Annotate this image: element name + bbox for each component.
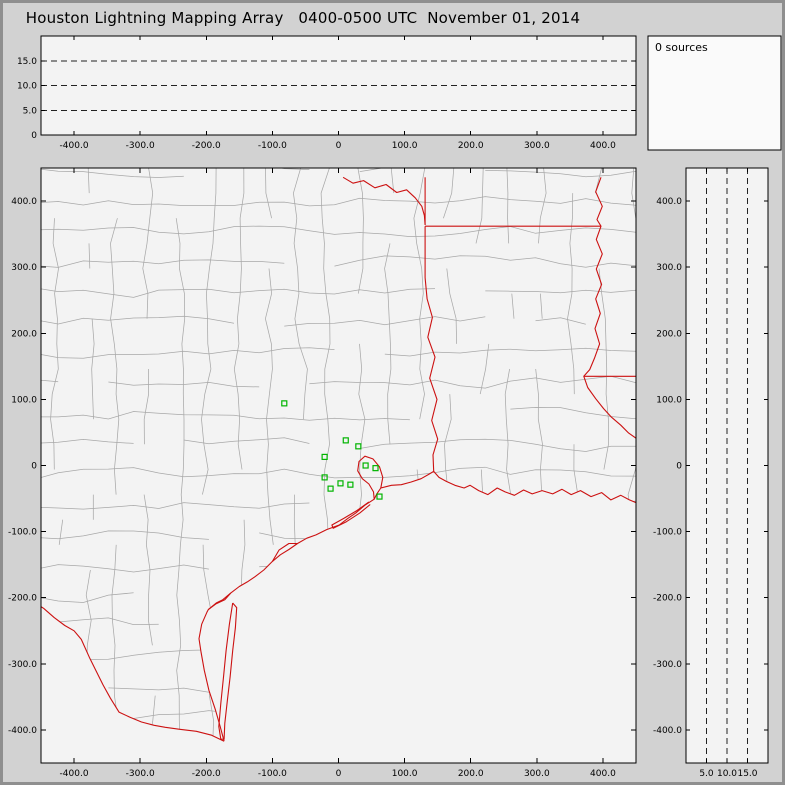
lma-station-marker xyxy=(321,453,328,461)
map-y-tick-label: 300.0 xyxy=(11,263,37,273)
ew-axis-tick-label: -200.0 xyxy=(192,141,221,151)
map-y-tick-label: 400.0 xyxy=(11,197,37,207)
map-y-tick-label: -400.0 xyxy=(8,726,37,736)
ns-axis-tick-label: -100.0 xyxy=(653,528,682,538)
lma-plot-canvas: -400.0 -300.0 -200.0 -100.0 0 100.0 200.0 300.0… xyxy=(8,35,782,779)
county-line xyxy=(41,255,636,268)
lma-stations-layer xyxy=(281,400,383,500)
ew-axis-tick-label: 0 xyxy=(336,141,342,151)
tx-la-border xyxy=(424,226,439,472)
plan-view-panel xyxy=(41,168,636,763)
altitude-axis-tick-label: 15.0 xyxy=(737,769,757,779)
map-y-tick-label: 100.0 xyxy=(11,395,37,405)
county-line xyxy=(85,168,95,742)
county-line xyxy=(41,347,636,359)
matagorda-bay xyxy=(271,542,298,562)
altitude-axis-tick-label: 5.0 xyxy=(699,769,714,779)
ew-axis-tick-label: 100.0 xyxy=(392,141,418,151)
ns-axis-tick-label: 0 xyxy=(676,462,682,472)
ew-axis-tick-label: -400.0 xyxy=(60,141,89,151)
galveston-island xyxy=(331,501,371,529)
county-line xyxy=(41,287,636,298)
map-y-tick-label: -300.0 xyxy=(8,660,37,670)
red-river xyxy=(342,176,426,225)
map-y-tick-label: -200.0 xyxy=(8,594,37,604)
corpus-christi-bay xyxy=(207,592,232,611)
map-x-tick-label: 200.0 xyxy=(458,769,484,779)
ns-axis-tick-label: -300.0 xyxy=(653,660,682,670)
county-line xyxy=(41,437,636,452)
county-line xyxy=(41,466,636,481)
map-x-tick-label: -400.0 xyxy=(60,769,89,779)
ew-axis-tick-label: 200.0 xyxy=(458,141,484,151)
lma-station-marker xyxy=(281,400,288,407)
county-line xyxy=(41,407,636,421)
map-x-tick-label: -300.0 xyxy=(126,769,155,779)
map-x-tick-label: 400.0 xyxy=(590,769,616,779)
sources-count-label: 0 sources xyxy=(655,41,708,54)
lma-station-marker xyxy=(362,462,369,469)
map-y-tick-label: 200.0 xyxy=(11,329,37,339)
county-line xyxy=(41,225,636,237)
altitude-axis-tick-label: 10.0 xyxy=(717,769,737,779)
lma-station-marker xyxy=(347,481,354,488)
figure-title: Houston Lightning Mapping Array 0400-050… xyxy=(25,9,581,27)
county-line xyxy=(41,168,636,178)
altitude-axis-tick-label: 10.0 xyxy=(17,82,37,92)
lma-station-marker xyxy=(372,465,379,472)
sources-panel xyxy=(647,35,782,151)
map-x-tick-label: 100.0 xyxy=(392,769,418,779)
lma-station-marker xyxy=(337,480,344,487)
county-line xyxy=(41,196,636,207)
mississippi-river xyxy=(583,177,636,439)
lma-station-marker xyxy=(321,474,328,481)
ns-axis-tick-label: 400.0 xyxy=(656,197,682,207)
map-x-tick-label: 300.0 xyxy=(524,769,550,779)
ns-axis-tick-label: 200.0 xyxy=(656,329,682,339)
ns-axis-tick-label: 100.0 xyxy=(656,395,682,405)
map-y-tick-label: -100.0 xyxy=(8,528,37,538)
ns-axis-tick-label: -400.0 xyxy=(653,726,682,736)
map-x-tick-label: -200.0 xyxy=(192,769,221,779)
ns-axis-tick-label: 300.0 xyxy=(656,263,682,273)
state-borders-layer xyxy=(41,176,636,742)
altitude-axis-tick-label: 0 xyxy=(31,131,37,141)
altitude-axis-tick-label: 15.0 xyxy=(17,57,37,67)
lma-station-marker xyxy=(355,443,362,450)
galveston-bay xyxy=(357,455,384,500)
county-line xyxy=(41,375,636,389)
ew-axis-tick-label: -100.0 xyxy=(258,141,287,151)
rio-grande xyxy=(41,606,225,742)
map-x-tick-label: 0 xyxy=(336,769,342,779)
ew-axis-tick-label: 300.0 xyxy=(524,141,550,151)
lma-station-marker xyxy=(342,437,349,444)
altitude-axis-tick-label: 5.0 xyxy=(23,106,38,116)
ew-axis-tick-label: 400.0 xyxy=(590,141,616,151)
ew-axis-tick-label: -300.0 xyxy=(126,141,155,151)
map-y-tick-label: 0 xyxy=(31,462,37,472)
ns-axis-tick-label: -200.0 xyxy=(653,594,682,604)
lma-station-marker xyxy=(327,485,334,492)
lma-station-marker xyxy=(376,493,383,500)
map-x-tick-label: -100.0 xyxy=(258,769,287,779)
padre-island xyxy=(218,602,238,740)
